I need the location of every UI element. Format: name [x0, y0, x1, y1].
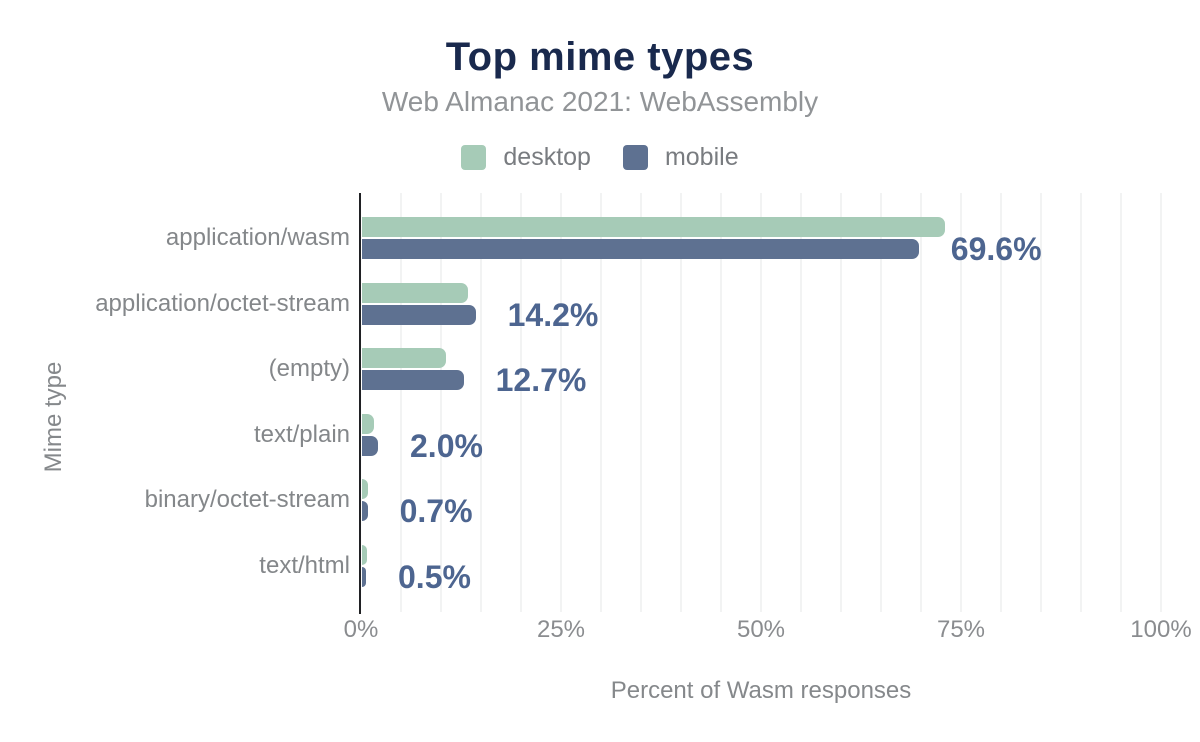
value-label-5: 0.5%: [398, 559, 471, 595]
desktop-swatch-icon: [461, 144, 487, 170]
gridline: [520, 193, 522, 612]
gridline: [1120, 193, 1122, 612]
gridline: [760, 193, 762, 612]
gridline: [480, 193, 482, 612]
value-label-4: 0.7%: [399, 493, 473, 530]
bar-mobile-1: [362, 304, 476, 325]
x-tick-0%: 0%: [343, 616, 379, 643]
value-label-0: 69.6%: [950, 231, 1042, 267]
gridline: [440, 193, 442, 612]
x-tick-75%: 75%: [936, 616, 986, 643]
plot-area: 69.6% 14.2% 12.7% 2.0% 0.7% 0.5% 0% 25% 50% 75% 1…: [344, 193, 1192, 643]
bar-mobile-3: [362, 435, 378, 456]
legend: desktop mobile: [0, 143, 1200, 171]
bar-mobile-4: [362, 501, 368, 522]
gridline: [1000, 193, 1002, 612]
category-label-1: application/octet-stream: [95, 289, 350, 317]
x-tick-100%: 100%: [1130, 616, 1192, 643]
x-axis-title: Percent of Wasm responses: [610, 677, 912, 704]
value-label-3: 2.0%: [410, 427, 483, 464]
gridline: [1040, 193, 1042, 612]
bar-desktop-5: [362, 545, 367, 565]
gridline: [960, 193, 962, 612]
gridline: [680, 193, 682, 612]
legend-label-mobile: mobile: [664, 143, 739, 171]
legend-item-mobile: mobile: [622, 143, 739, 171]
gridline: [880, 193, 882, 612]
gridline: [840, 193, 842, 612]
gridline: [640, 193, 642, 612]
bar-mobile-5: [362, 567, 366, 587]
category-label-0: application/wasm: [165, 224, 350, 251]
gridline: [1080, 193, 1082, 612]
chart-title: Top mime types: [445, 35, 755, 79]
bar-desktop-2: [362, 348, 446, 369]
gridline: [920, 193, 922, 612]
category-label-3: text/plain: [253, 420, 350, 448]
x-tick-25%: 25%: [536, 616, 586, 643]
category-label-4: binary/octet-stream: [144, 486, 350, 514]
bar-desktop-0: [362, 217, 946, 237]
gridline: [800, 193, 802, 612]
bar-mobile-0: [362, 239, 919, 259]
bar-desktop-1: [362, 282, 468, 303]
gridline: [720, 193, 722, 612]
gridline: [600, 193, 602, 612]
bar-mobile-2: [362, 370, 464, 391]
legend-label-desktop: desktop: [503, 143, 591, 171]
category-label-5: text/html: [259, 552, 350, 579]
value-label-2: 12.7%: [495, 362, 587, 399]
mobile-swatch-icon: [622, 144, 648, 170]
value-label-1: 14.2%: [507, 296, 599, 333]
x-tick-50%: 50%: [736, 616, 786, 643]
chart-subtitle: Web Almanac 2021: WebAssembly: [381, 86, 819, 117]
gridline: [400, 193, 402, 612]
gridline: [1160, 193, 1162, 612]
legend-item-desktop: desktop: [461, 144, 591, 170]
bar-desktop-4: [362, 479, 369, 500]
bar-desktop-3: [362, 413, 374, 434]
category-label-2: (empty): [268, 355, 350, 383]
gridline: [560, 193, 562, 612]
y-axis-line: [359, 193, 361, 614]
